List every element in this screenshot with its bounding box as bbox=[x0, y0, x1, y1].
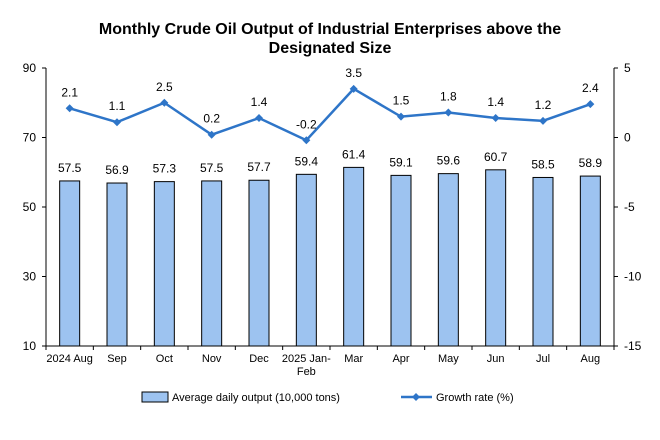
y-right-tick-label: -10 bbox=[624, 270, 642, 284]
x-tick-label: Sep bbox=[107, 353, 127, 365]
y-left-tick-label: 90 bbox=[23, 61, 37, 75]
bar bbox=[295, 173, 317, 347]
bar bbox=[248, 179, 270, 347]
bar bbox=[343, 166, 365, 347]
bar-value-label: 56.9 bbox=[105, 163, 129, 177]
x-tick-label: Oct bbox=[156, 353, 173, 365]
x-tick-label: Jul bbox=[536, 353, 550, 365]
growth-rate-point bbox=[397, 112, 405, 121]
growth-rate-point bbox=[160, 98, 169, 107]
bar-value-label: 57.7 bbox=[247, 160, 271, 174]
growth-rate-label: -0.2 bbox=[296, 117, 317, 131]
growth-rate-point bbox=[491, 114, 500, 123]
growth-rate-label: 1.4 bbox=[487, 95, 504, 109]
x-tick-label: Apr bbox=[392, 353, 409, 365]
x-tick-label: May bbox=[438, 353, 459, 365]
y-right-tick-label: -5 bbox=[624, 200, 635, 214]
bar bbox=[153, 181, 175, 347]
y-right-tick-label: 5 bbox=[624, 61, 631, 75]
y-left-tick-label: 70 bbox=[23, 131, 37, 145]
bar bbox=[59, 180, 81, 347]
bar bbox=[485, 169, 507, 347]
growth-rate-label: 1.4 bbox=[251, 95, 268, 109]
growth-rate-label: 2.4 bbox=[582, 81, 599, 95]
x-tick-label: Dec bbox=[249, 353, 269, 365]
legend-bar-label: Average daily output (10,000 tons) bbox=[172, 392, 340, 404]
y-right-tick-label: -15 bbox=[624, 339, 642, 353]
bar bbox=[437, 173, 459, 347]
bar bbox=[532, 176, 554, 347]
x-tick-label: Nov bbox=[202, 353, 222, 365]
growth-rate-point bbox=[113, 118, 121, 127]
bar-value-label: 59.6 bbox=[437, 154, 461, 168]
growth-rate-label: 1.1 bbox=[109, 99, 126, 113]
growth-rate-label: 2.5 bbox=[156, 80, 173, 94]
legend-bar-swatch bbox=[141, 391, 169, 403]
growth-rate-label: 0.2 bbox=[203, 112, 220, 126]
bar-value-label: 58.9 bbox=[579, 156, 603, 170]
growth-rate-point bbox=[349, 84, 358, 93]
x-tick-label: Feb bbox=[297, 366, 316, 378]
growth-rate-line bbox=[69, 87, 591, 142]
growth-rate-label: 1.5 bbox=[393, 94, 410, 108]
growth-rate-label: 2.1 bbox=[61, 85, 78, 99]
y-left-tick-label: 50 bbox=[23, 200, 37, 214]
bar-value-label: 60.7 bbox=[484, 150, 508, 164]
growth-rate-label: 1.2 bbox=[535, 98, 552, 112]
chart-title-line-2: Designated Size bbox=[268, 40, 392, 57]
legend-line-label: Growth rate (%) bbox=[436, 392, 514, 404]
bar-value-label: 61.4 bbox=[342, 147, 366, 161]
chart-title: Monthly Crude Oil Output of Industrial E… bbox=[0, 20, 660, 58]
growth-rate-point bbox=[65, 104, 74, 113]
bar-value-label: 57.5 bbox=[58, 161, 82, 175]
bar-value-label: 59.1 bbox=[389, 155, 413, 169]
x-tick-label: Aug bbox=[581, 353, 601, 365]
bar bbox=[106, 182, 128, 347]
x-tick-label: 2024 Aug bbox=[46, 353, 93, 365]
bar-value-label: 57.3 bbox=[153, 162, 177, 176]
y-right-tick-label: 0 bbox=[624, 131, 631, 145]
growth-rate-point bbox=[255, 114, 263, 123]
chart-title-line-1: Monthly Crude Oil Output of Industrial E… bbox=[98, 21, 562, 38]
y-left-tick-label: 30 bbox=[23, 270, 37, 284]
growth-rate-label: 1.8 bbox=[440, 89, 457, 103]
growth-rate-label: 3.5 bbox=[345, 66, 362, 80]
growth-rate-point bbox=[539, 116, 547, 125]
bar-value-label: 58.5 bbox=[531, 157, 555, 171]
x-tick-label: 2025 Jan- bbox=[282, 353, 331, 365]
bar bbox=[390, 174, 412, 347]
bar bbox=[579, 175, 601, 347]
growth-rate-point bbox=[586, 100, 595, 109]
growth-rate-point bbox=[302, 136, 311, 145]
x-tick-label: Jun bbox=[487, 353, 505, 365]
x-tick-label: Mar bbox=[344, 353, 363, 365]
bar-value-label: 57.5 bbox=[200, 161, 224, 175]
y-left-tick-label: 10 bbox=[23, 339, 37, 353]
growth-rate-point bbox=[444, 108, 453, 117]
bar-value-label: 59.4 bbox=[295, 154, 319, 168]
growth-rate-point bbox=[207, 130, 216, 139]
bar bbox=[201, 180, 223, 347]
legend-line-marker bbox=[412, 393, 420, 401]
